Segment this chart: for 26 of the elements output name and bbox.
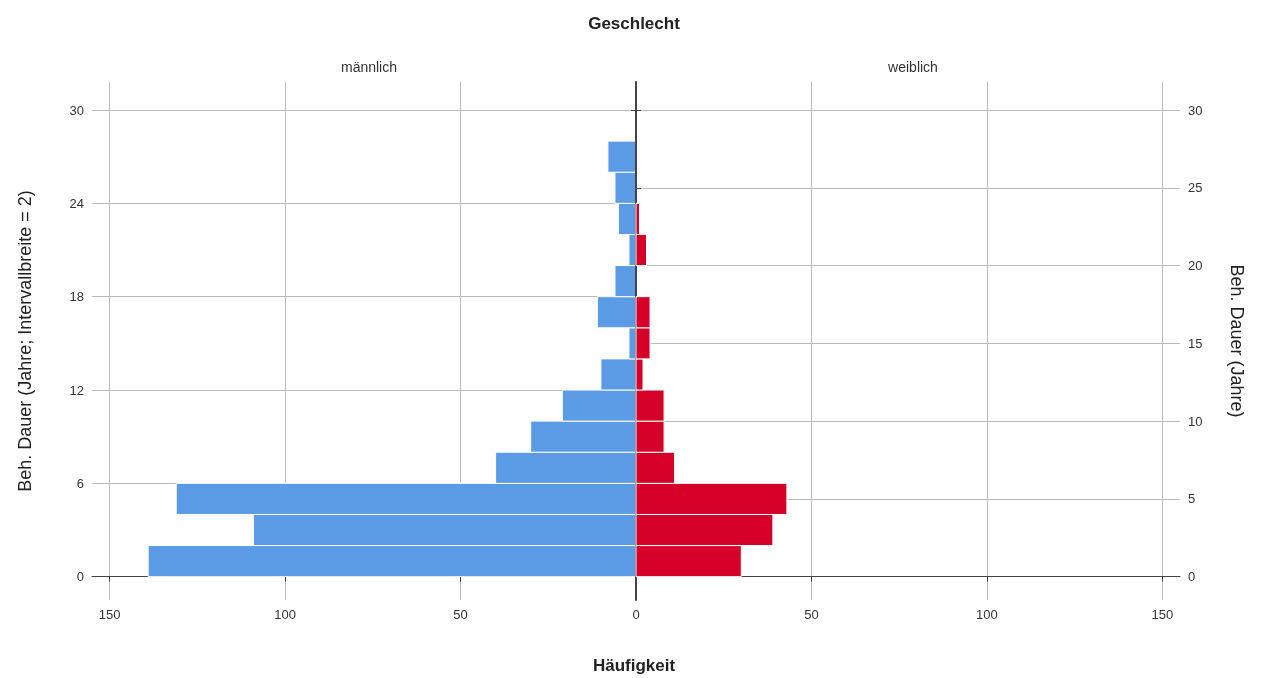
chart-title: Geschlecht <box>588 14 681 33</box>
x-tick-label: 50 <box>804 607 819 622</box>
y-tick-label: 15 <box>1188 335 1203 351</box>
y-tick-label: 0 <box>1188 569 1196 585</box>
y-tick-label: 18 <box>69 289 84 305</box>
y-tick-label: 5 <box>1188 491 1196 507</box>
y-tick-label: 10 <box>1188 413 1203 429</box>
x-tick-label: 100 <box>976 607 998 622</box>
y-tick-label: 24 <box>69 195 84 211</box>
y-tick-label: 25 <box>1188 180 1203 196</box>
y-tick-label: 30 <box>1188 102 1203 118</box>
x-tick-label: 50 <box>453 607 468 622</box>
chart-subtitle: weiblich <box>887 59 938 75</box>
y-tick-label: 30 <box>69 102 84 118</box>
y-tick-label: 20 <box>1188 258 1203 274</box>
y-axis-title: Beh. Dauer (Jahre) <box>1227 264 1247 418</box>
x-axis-title: Häufigkeit <box>592 656 676 675</box>
x-tick-label: 150 <box>1151 607 1174 622</box>
y-tick-label: 6 <box>76 475 84 491</box>
x-tick-label: 100 <box>274 607 296 622</box>
x-tick-label: 150 <box>98 607 121 622</box>
x-tick-label: 0 <box>632 607 640 622</box>
y-tick-label: 12 <box>69 382 84 398</box>
y-axis-title: Beh. Dauer (Jahre; Intervallbreite = 2) <box>15 190 35 492</box>
chart-subtitle: männlich <box>340 59 398 75</box>
y-tick-label: 0 <box>76 569 84 585</box>
